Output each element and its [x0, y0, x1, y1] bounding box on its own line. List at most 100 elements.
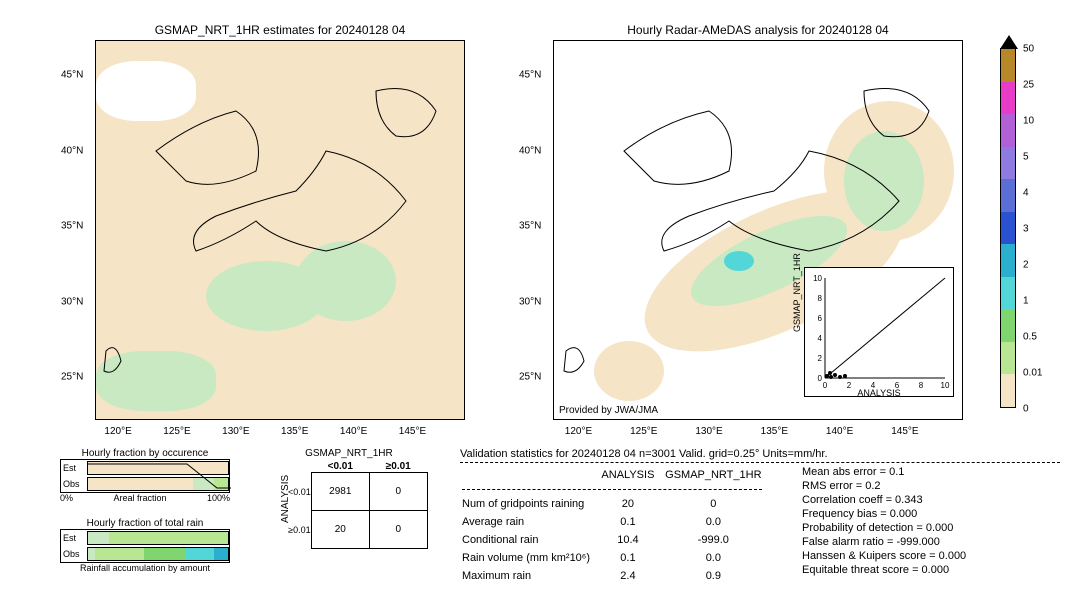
matrix-cell: 0	[369, 511, 427, 549]
colorbar-segments	[1001, 49, 1015, 407]
left-map-title: GSMAP_NRT_1HR estimates for 20240128 04	[155, 23, 406, 37]
bar-label: Obs	[61, 549, 87, 559]
svg-text:2: 2	[818, 354, 823, 363]
ytick: 35°N	[61, 221, 83, 232]
stats-val-a: 2.4	[601, 568, 663, 584]
matrix-table: <0.01 ≥0.01 ANALYSIS <0.01 2981 0 ≥0.01 …	[270, 461, 428, 549]
occurrence-title: Hourly fraction by occurence	[60, 448, 230, 459]
stats-metric: RMS error = 0.2	[802, 479, 966, 493]
total-rain-title: Hourly fraction of total rain	[60, 518, 230, 529]
colorbar-label: 1	[1023, 296, 1029, 307]
xtick: 120°E	[565, 426, 592, 437]
matrix-row-title: ANALYSIS	[280, 474, 291, 522]
matrix-cell: 20	[311, 511, 369, 549]
coastline-svg	[96, 41, 464, 419]
colorbar-label: 2	[1023, 260, 1029, 271]
left-map-panel: GSMAP_NRT_1HR estimates for 20240128 04 …	[95, 40, 465, 420]
stats-val-b: 0.0	[665, 550, 770, 566]
stats-rowname: Num of gridpoints raining	[462, 496, 599, 512]
colorbar-segment	[1001, 179, 1015, 212]
colorbar: 502510543210.50.010	[1000, 48, 1016, 408]
stats-val-a: 0.1	[601, 550, 663, 566]
stats-metric: Mean abs error = 0.1	[802, 465, 966, 479]
bar-track	[87, 461, 229, 475]
stats-val-a: 20	[601, 496, 663, 512]
svg-text:10: 10	[813, 274, 822, 283]
svg-text:0: 0	[818, 374, 823, 383]
colorbar-label: 5	[1023, 152, 1029, 163]
colorbar-label: 25	[1023, 80, 1034, 91]
stats-rowname: Rain volume (mm km²10⁶)	[462, 550, 599, 566]
colorbar-label: 0.01	[1023, 368, 1042, 379]
svg-text:8: 8	[818, 294, 823, 303]
inset-ylabel: GSMAP_NRT_1HR	[792, 253, 802, 332]
total-rain-bars: Est Obs	[60, 529, 230, 563]
svg-text:0: 0	[823, 381, 828, 390]
stats-rowname: Conditional rain	[462, 532, 599, 548]
bar-label: Obs	[61, 479, 87, 489]
colorbar-label: 4	[1023, 188, 1029, 199]
xtick: 135°E	[281, 426, 308, 437]
colorbar-label: 0.5	[1023, 332, 1037, 343]
bar-segment	[214, 478, 228, 490]
xtick: 120°E	[104, 426, 131, 437]
ytick: 30°N	[61, 296, 83, 307]
right-map-panel: Hourly Radar-AMeDAS analysis for 2024012…	[553, 40, 963, 420]
inset-scatter-panel: 024 6810 024 6810 ANALYSIS GSMAP_NRT_1HR	[804, 267, 954, 397]
ytick: 40°N	[61, 145, 83, 156]
colorbar-segment	[1001, 309, 1015, 342]
bar-track	[87, 477, 229, 491]
colorbar-label: 3	[1023, 224, 1029, 235]
colorbar-segment	[1001, 49, 1015, 82]
xtick: 145°E	[891, 426, 918, 437]
stats-val-b: 0.9	[665, 568, 770, 584]
total-rain-bottom: Rainfall accumulation by amount	[60, 563, 230, 573]
svg-text:6: 6	[818, 314, 823, 323]
provided-label: Provided by JWA/JMA	[559, 405, 658, 416]
matrix-cell: 2981	[311, 473, 369, 511]
bar-track	[87, 531, 229, 545]
xtick: 135°E	[761, 426, 788, 437]
stats-metric: Hanssen & Kuipers score = 0.000	[802, 549, 966, 563]
total-rain-chart: Hourly fraction of total rain Est Obs Rai…	[60, 518, 230, 573]
xtick: 130°E	[695, 426, 722, 437]
stats-metric: Probability of detection = 0.000	[802, 521, 966, 535]
svg-text:10: 10	[941, 381, 950, 390]
occ-xmid: Areal fraction	[113, 493, 166, 503]
bar-label: Est	[61, 463, 87, 473]
occurrence-chart: Hourly fraction by occurence EstObs 0% A…	[60, 448, 230, 503]
stats-panel: Validation statistics for 20240128 04 n=…	[460, 448, 1060, 586]
matrix-colh: ≥0.01	[369, 461, 427, 473]
right-map-area: 024 6810 024 6810 ANALYSIS GSMAP_NRT_1HR…	[554, 41, 962, 419]
scatter-svg: 024 6810 024 6810	[805, 268, 955, 398]
stats-val-b: -999.0	[665, 532, 770, 548]
stats-metric: False alarm ratio = -999.000	[802, 535, 966, 549]
stats-rowname: Maximum rain	[462, 568, 599, 584]
matrix-rowh: ≥0.01	[288, 511, 311, 549]
bar-segment	[193, 478, 214, 490]
contingency-matrix: GSMAP_NRT_1HR <0.01 ≥0.01 ANALYSIS <0.01…	[270, 448, 428, 549]
occurrence-bars: Est Obs	[60, 459, 230, 493]
inset-xlabel: ANALYSIS	[857, 388, 900, 398]
bar-segment	[88, 478, 193, 490]
svg-text:2: 2	[847, 381, 852, 390]
xtick: 145°E	[399, 426, 426, 437]
stats-metric: Equitable threat score = 0.000	[802, 563, 966, 577]
stats-val-a: 10.4	[601, 532, 663, 548]
stats-metric: Correlation coeff = 0.343	[802, 493, 966, 507]
colorbar-label: 10	[1023, 116, 1034, 127]
bar-segment	[88, 548, 95, 560]
bar-segment	[186, 548, 214, 560]
stats-colh: ANALYSIS	[601, 467, 663, 483]
matrix-cell: 0	[369, 473, 427, 511]
bar-segment	[88, 462, 228, 474]
colorbar-segment	[1001, 277, 1015, 310]
stats-val-a: 0.1	[601, 514, 663, 530]
colorbar-segment	[1001, 342, 1015, 375]
ytick: 45°N	[61, 70, 83, 81]
colorbar-segment	[1001, 212, 1015, 245]
bar-label: Est	[61, 533, 87, 543]
bar-segment	[144, 548, 186, 560]
colorbar-arrow-icon	[1000, 35, 1018, 49]
xtick: 140°E	[826, 426, 853, 437]
